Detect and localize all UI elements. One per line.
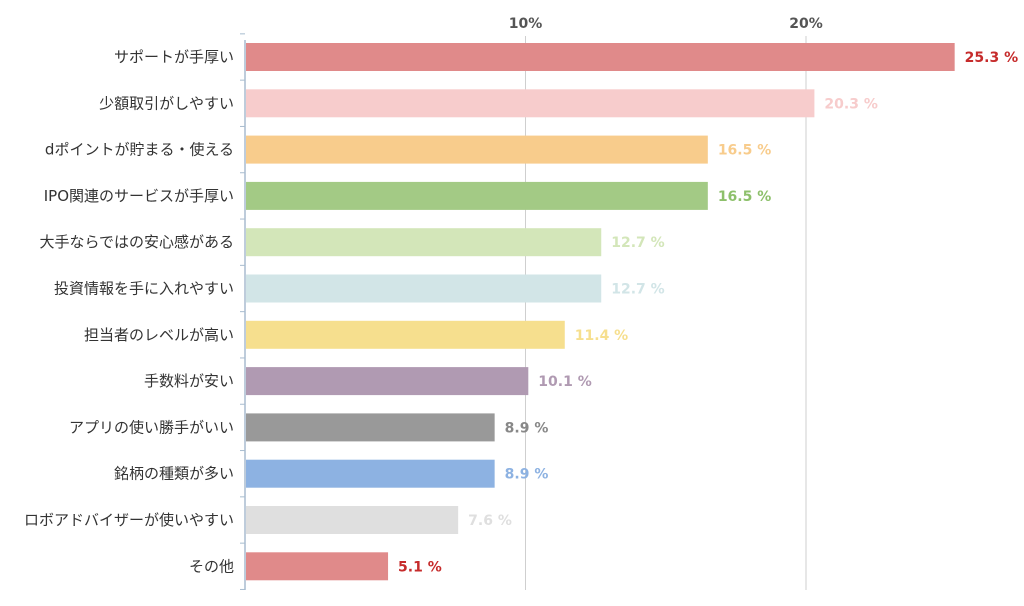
category-label: アプリの使い勝手がいい (69, 418, 234, 436)
bar-9 (246, 459, 495, 488)
category-label: 手数料が安い (144, 372, 234, 390)
bar-3 (246, 181, 708, 210)
category-label: ロボアドバイザーが使いやすい (24, 511, 234, 529)
bar-1 (246, 89, 815, 118)
value-label: 12.7 % (611, 282, 664, 298)
x-tick-label: 20% (789, 16, 823, 32)
y-axis-tick-marks (240, 33, 245, 590)
bar-0 (246, 43, 955, 71)
value-label: 12.7 % (611, 235, 664, 251)
value-labels: 25.3 % 20.3 % 16.5 % 16.5 % 12.7 % 12.7 % 11.4… (398, 50, 1018, 575)
value-label: 8.9 % (505, 420, 549, 436)
grid-lines (525, 36, 807, 590)
bar-2 (246, 135, 708, 164)
value-label: 11.4 % (575, 328, 628, 344)
value-label: 20.3 % (824, 96, 877, 112)
category-label: 担当者のレベルが高い (84, 326, 234, 344)
value-label: 7.6 % (468, 513, 512, 529)
value-label: 16.5 % (718, 143, 771, 159)
value-label: 10.1 % (538, 374, 591, 390)
category-label: サポートが手厚い (114, 48, 234, 66)
bar-5 (246, 274, 602, 303)
category-label: 銘柄の種類が多い (114, 465, 234, 483)
bar-8 (246, 413, 495, 442)
bar-10 (246, 506, 459, 534)
value-label: 8.9 % (505, 467, 549, 483)
x-tick-label: 10% (509, 16, 543, 32)
category-label: 大手ならではの安心感がある (39, 233, 234, 251)
bars (246, 43, 955, 581)
category-label: 少額取引がしやすい (99, 94, 234, 112)
bar-7 (246, 367, 529, 396)
category-label: 投資情報を手に入れやすい (54, 280, 234, 298)
value-label: 16.5 % (718, 189, 771, 205)
bar-11 (246, 552, 389, 581)
bar-6 (246, 320, 565, 349)
x-axis-ticks: 10% 20% (509, 16, 823, 32)
category-label: dポイントが貯まる・使える (45, 141, 234, 159)
category-label: IPO関連のサービスが手厚い (44, 187, 234, 205)
value-label: 5.1 % (398, 559, 442, 575)
bar-4 (246, 228, 602, 257)
value-label: 25.3 % (965, 50, 1018, 66)
category-label: その他 (189, 557, 234, 575)
